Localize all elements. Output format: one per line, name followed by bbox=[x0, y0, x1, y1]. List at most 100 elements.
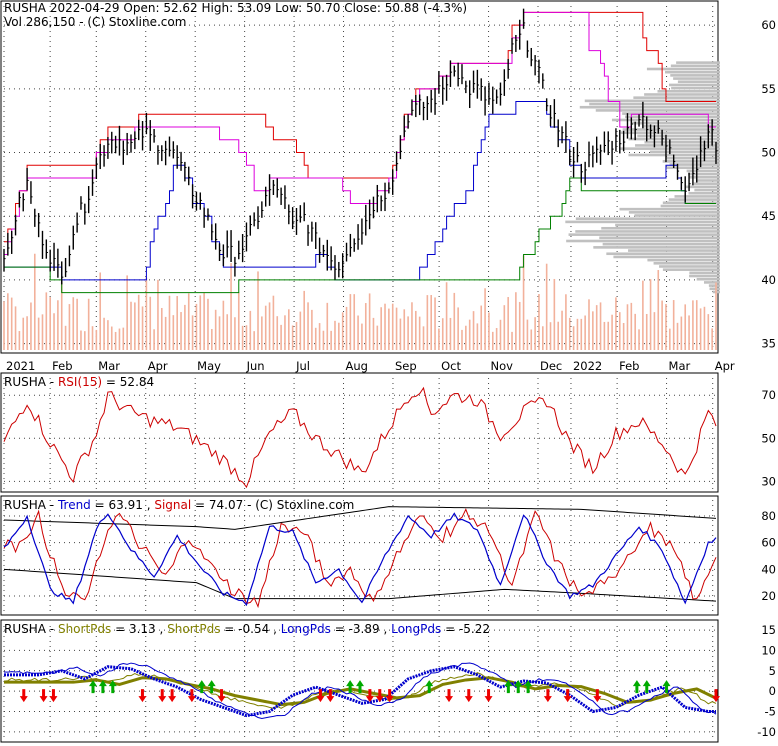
volume-bar bbox=[449, 317, 452, 350]
rsi-header: RUSHA - RSI(15) = 52.84 bbox=[4, 375, 154, 389]
profile-bar bbox=[688, 191, 720, 195]
volume-bar bbox=[114, 331, 117, 350]
profile-bar bbox=[696, 277, 720, 281]
volume-bar bbox=[372, 317, 375, 350]
profile-bar bbox=[628, 137, 720, 141]
volume-bar bbox=[599, 302, 602, 350]
profile-bar bbox=[695, 179, 720, 182]
volume-bar bbox=[595, 305, 598, 350]
rsi-label: RSI(15) bbox=[58, 375, 102, 389]
profile-bar bbox=[565, 220, 720, 224]
rsi-series bbox=[3, 386, 717, 489]
volume-bar bbox=[180, 312, 182, 350]
x-tick-label: Oct bbox=[441, 359, 461, 373]
volume-bar bbox=[18, 331, 21, 350]
shortpds-value-2: -0.54 bbox=[238, 622, 269, 636]
profile-bar bbox=[566, 239, 720, 243]
volume-bar bbox=[211, 328, 213, 350]
up-arrow-icon bbox=[346, 680, 355, 694]
volume-bar bbox=[553, 278, 556, 350]
volume-bar bbox=[288, 309, 290, 350]
stoch-credit: - (C) Stoxline.com bbox=[247, 498, 354, 512]
volume-bar bbox=[661, 300, 663, 350]
volume-bar bbox=[411, 302, 413, 350]
profile-bar bbox=[646, 67, 720, 71]
volume-bar bbox=[126, 275, 128, 350]
profile-bar bbox=[575, 217, 720, 221]
signal-series bbox=[3, 508, 717, 609]
volume-bar bbox=[234, 317, 236, 350]
volume-bar bbox=[341, 312, 344, 350]
signal-arrows bbox=[19, 680, 720, 703]
profile-bar bbox=[575, 230, 720, 233]
up-arrow-icon bbox=[197, 680, 206, 694]
low-value: 50.70 bbox=[306, 1, 340, 15]
profile-bar bbox=[689, 274, 720, 278]
volume-bar bbox=[642, 280, 644, 350]
volume-bar bbox=[264, 305, 267, 350]
up-arrow-icon bbox=[514, 680, 523, 694]
profile-bar bbox=[615, 223, 720, 227]
rsi-value: 52.84 bbox=[120, 375, 154, 389]
profile-bar bbox=[670, 74, 720, 77]
profile-bar bbox=[677, 80, 720, 84]
volume-bar bbox=[295, 321, 298, 350]
volume-bar bbox=[630, 302, 633, 350]
volume-bar bbox=[472, 311, 475, 350]
profile-bar bbox=[589, 102, 720, 106]
profile-bar bbox=[689, 271, 720, 275]
volume-bar bbox=[684, 304, 687, 350]
down-arrow-icon bbox=[593, 689, 602, 703]
profile-bar bbox=[662, 268, 720, 271]
price-bars bbox=[3, 8, 718, 285]
volume-bar bbox=[30, 302, 32, 350]
volume-bar bbox=[461, 329, 463, 350]
profile-bar bbox=[673, 77, 720, 80]
volume-bar bbox=[657, 270, 660, 350]
volume-bar bbox=[49, 297, 51, 350]
profile-bar bbox=[688, 172, 720, 176]
open-label: Open: bbox=[123, 1, 159, 15]
profile-bar bbox=[709, 287, 720, 291]
stochastic-lines bbox=[3, 506, 717, 609]
profile-bar bbox=[635, 144, 720, 147]
volume-bar bbox=[134, 302, 136, 350]
volume-bar bbox=[103, 317, 105, 350]
volume-bar bbox=[291, 325, 294, 350]
volume-bar bbox=[357, 315, 359, 350]
volume-bar bbox=[395, 307, 398, 350]
volume-bar bbox=[10, 297, 13, 350]
trend-value: 63.91 bbox=[109, 498, 143, 512]
x-tick-label: Sep bbox=[395, 359, 417, 373]
volume-bar bbox=[580, 318, 583, 350]
volume-bar bbox=[245, 325, 248, 350]
profile-bar bbox=[665, 70, 720, 74]
x-tick-label: Nov bbox=[491, 359, 514, 373]
volume-bar bbox=[130, 301, 132, 350]
volume-bar bbox=[284, 315, 286, 350]
volume-bar bbox=[495, 328, 498, 350]
volume-bar bbox=[653, 312, 656, 350]
y-tick-label: 5 bbox=[769, 664, 776, 678]
volume-bar bbox=[349, 294, 352, 350]
volume-bar bbox=[314, 327, 317, 350]
volume-bar bbox=[334, 320, 336, 350]
volume-bar bbox=[345, 306, 348, 350]
y-tick-label: 60 bbox=[761, 18, 776, 32]
volume-bar bbox=[241, 325, 244, 350]
volume-bar bbox=[149, 296, 152, 350]
volume-bar bbox=[530, 329, 533, 350]
profile-bar bbox=[595, 109, 720, 112]
profile-bar bbox=[620, 131, 720, 135]
up-arrow-icon bbox=[356, 680, 364, 694]
volume-bar bbox=[84, 331, 86, 350]
profile-bar bbox=[668, 198, 720, 201]
y-tick-label: 35 bbox=[761, 337, 776, 351]
x-tick-label: 2022 bbox=[573, 359, 602, 373]
profile-bar bbox=[669, 83, 720, 87]
profile-bar bbox=[653, 262, 720, 265]
volume-bar bbox=[318, 323, 321, 350]
volume-bar bbox=[187, 293, 190, 350]
volume-bar bbox=[549, 322, 552, 350]
